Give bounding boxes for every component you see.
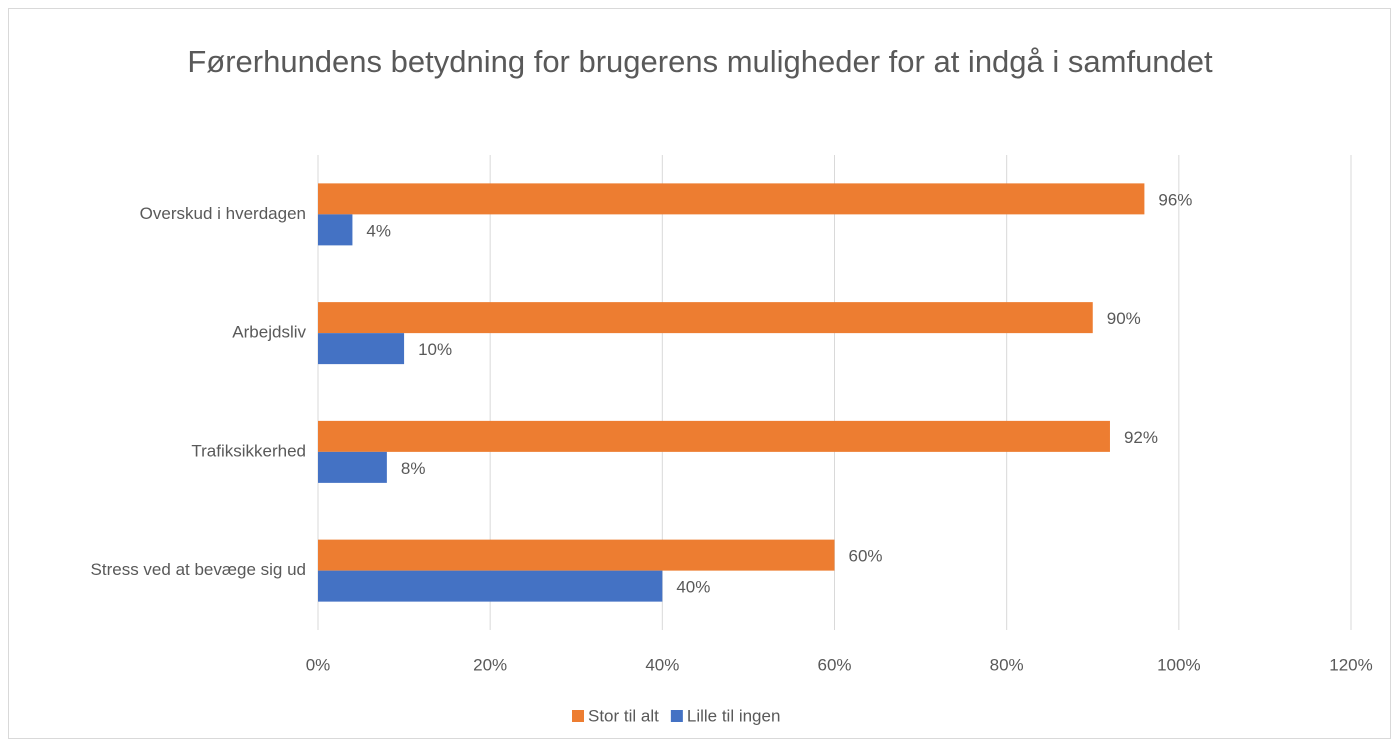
legend-label: Stor til alt bbox=[588, 706, 659, 725]
x-tick-label: 100% bbox=[1157, 655, 1200, 674]
data-label: 96% bbox=[1158, 190, 1192, 209]
bar bbox=[318, 570, 663, 602]
y-tick-label: Stress ved at bevæge sig ud bbox=[91, 560, 306, 579]
legend-swatch bbox=[670, 710, 683, 722]
x-tick-label: 60% bbox=[817, 655, 851, 674]
x-tick-label: 20% bbox=[473, 655, 507, 674]
data-label: 8% bbox=[401, 459, 426, 478]
bar bbox=[318, 420, 1110, 452]
data-label: 40% bbox=[676, 578, 710, 597]
legend-swatch bbox=[572, 710, 584, 722]
bar bbox=[318, 302, 1093, 334]
bar bbox=[318, 214, 353, 246]
x-tick-label: 0% bbox=[306, 655, 331, 674]
data-label: 4% bbox=[366, 221, 391, 240]
bar bbox=[318, 183, 1145, 215]
data-label: 92% bbox=[1124, 428, 1158, 447]
x-tick-label: 40% bbox=[645, 655, 679, 674]
bar bbox=[318, 539, 835, 571]
bar bbox=[318, 451, 387, 483]
data-label: 90% bbox=[1107, 309, 1141, 328]
chart-title: Førerhundens betydning for brugerens mul… bbox=[187, 44, 1213, 79]
bar bbox=[318, 333, 405, 365]
y-tick-label: Overskud i hverdagen bbox=[140, 204, 306, 223]
x-tick-label: 120% bbox=[1329, 655, 1372, 674]
y-tick-label: Trafiksikkerhed bbox=[191, 441, 306, 460]
data-label: 10% bbox=[418, 340, 452, 359]
legend-label: Lille til ingen bbox=[687, 706, 781, 725]
y-tick-label: Arbejdsliv bbox=[232, 323, 306, 342]
x-tick-label: 80% bbox=[990, 655, 1024, 674]
chart-border bbox=[8, 8, 1391, 739]
data-label: 60% bbox=[849, 547, 883, 566]
